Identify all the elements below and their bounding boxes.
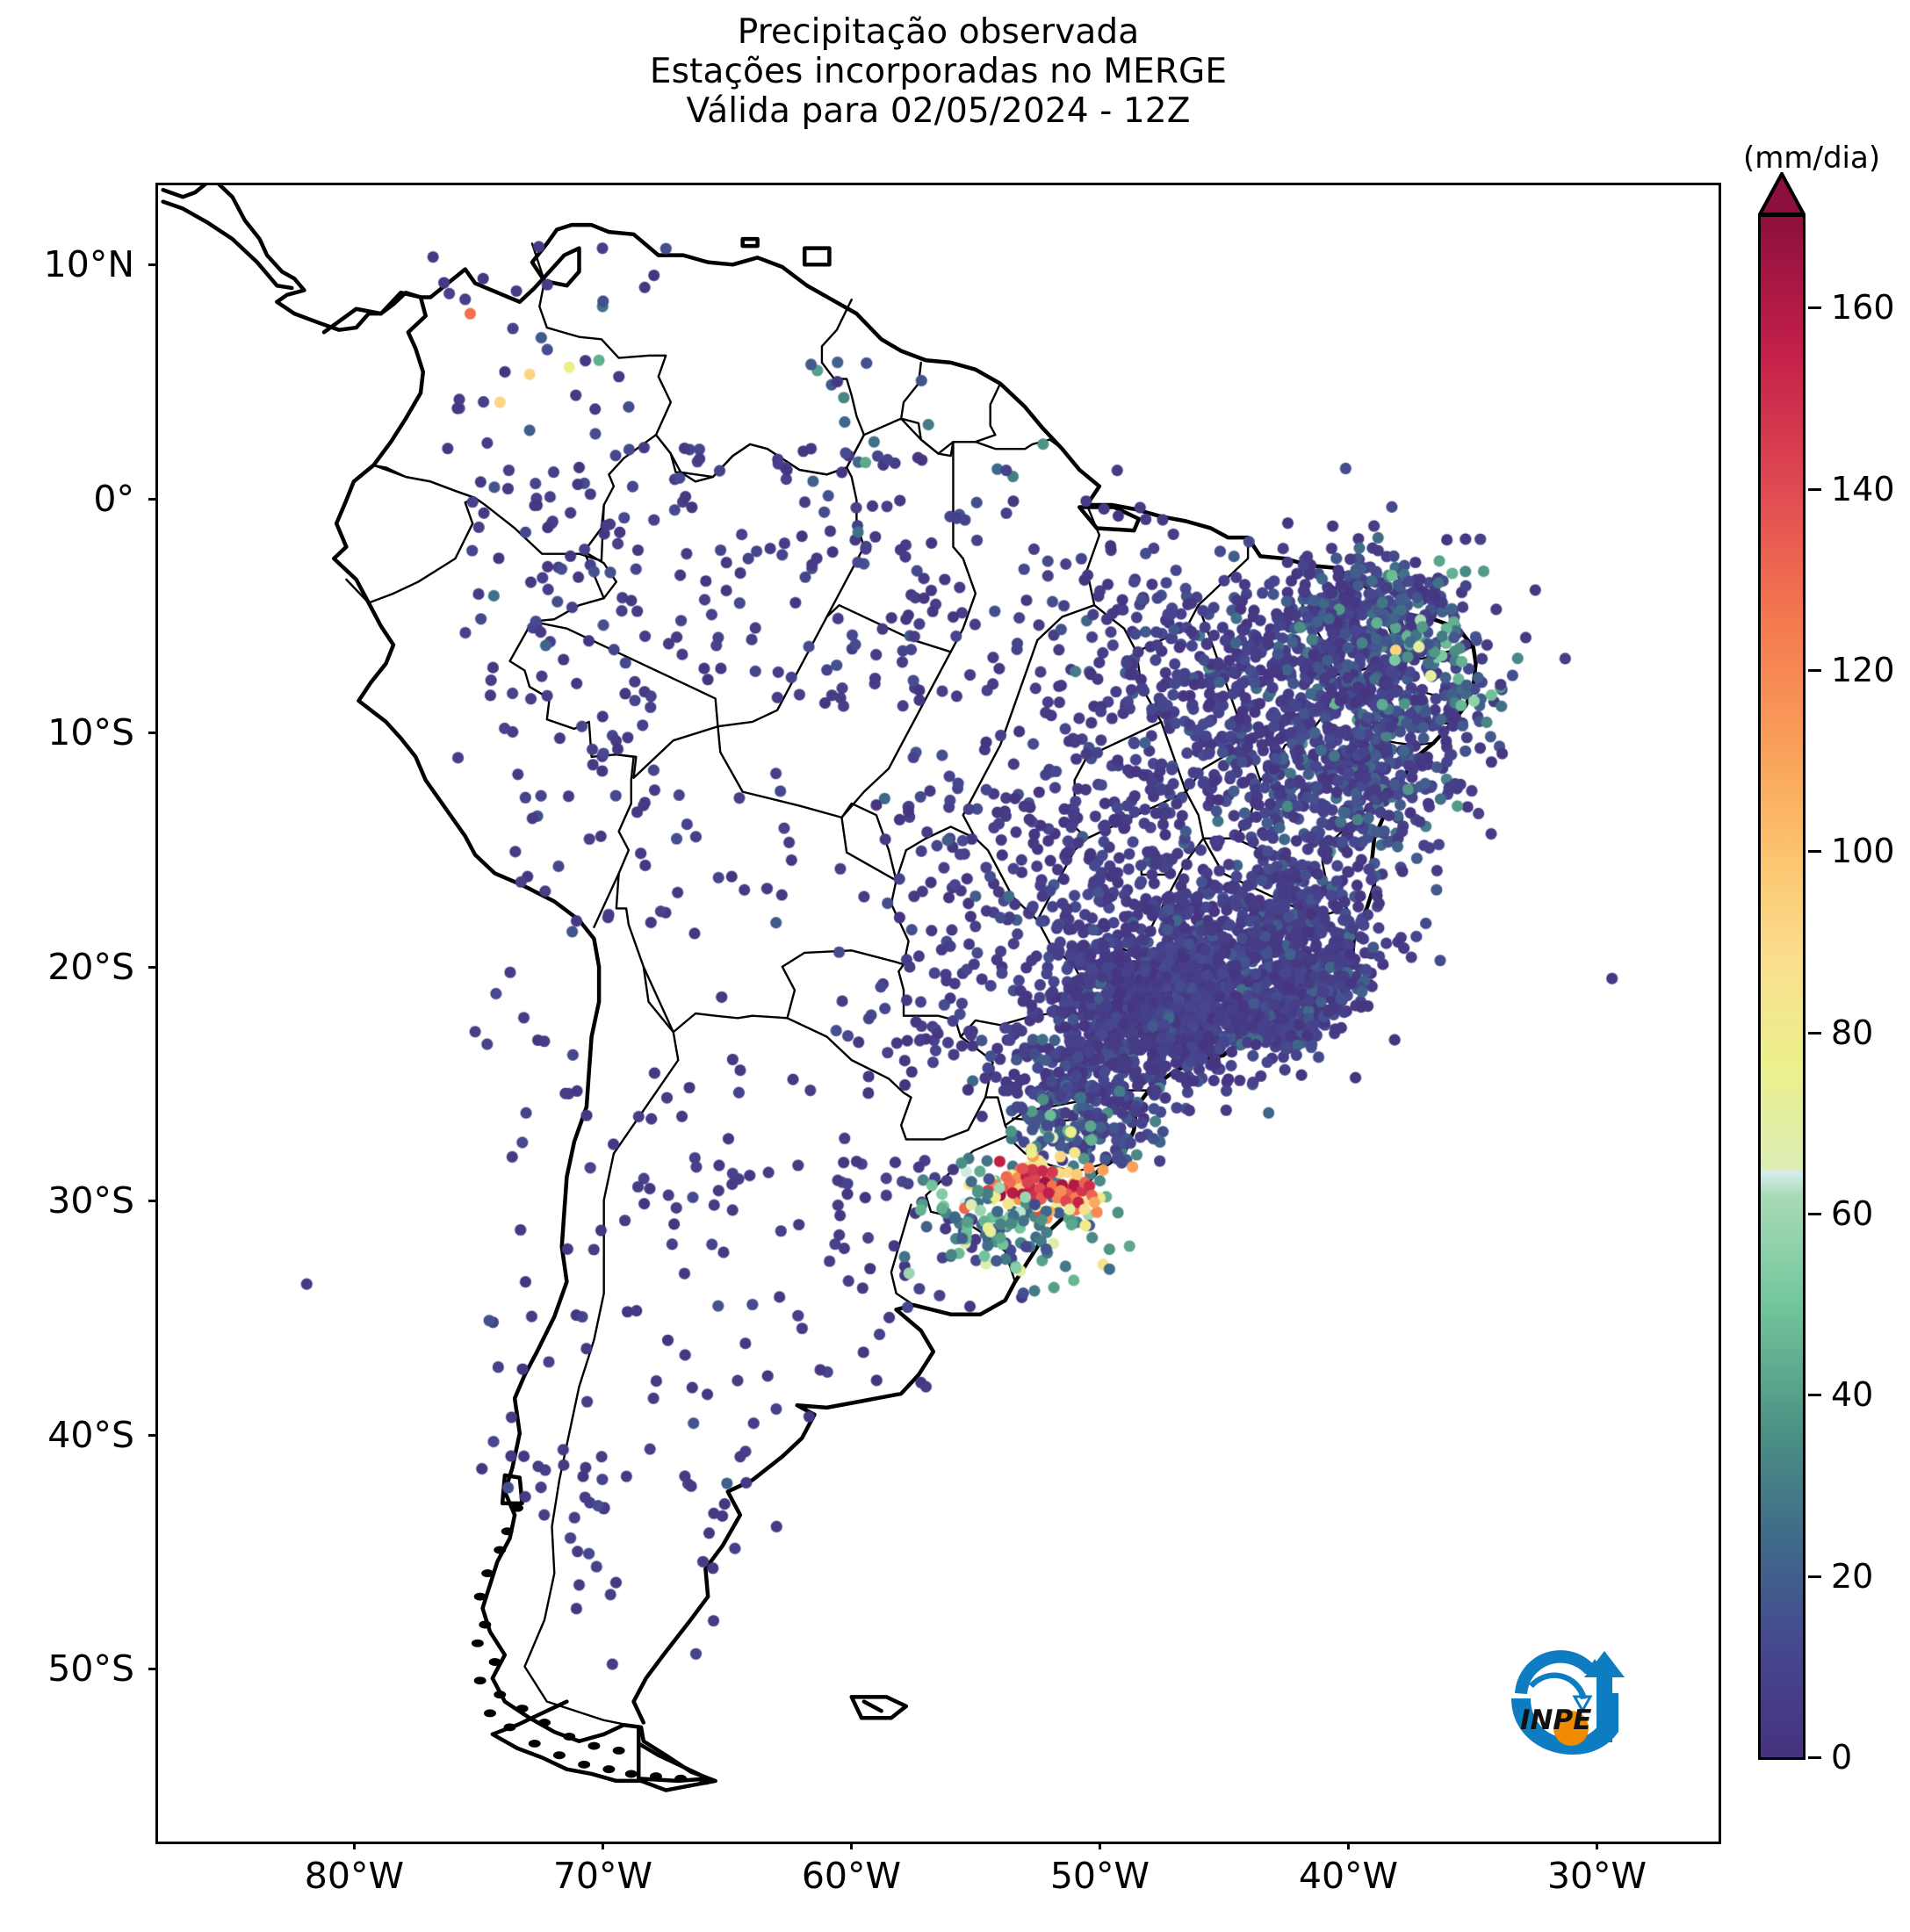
longitude-tick-label: 40°W — [1298, 1855, 1399, 1897]
colorbar-extend-arrow — [1758, 172, 1805, 216]
latitude-tick-label: 40°S — [47, 1413, 134, 1456]
colorbar-tick — [1808, 1212, 1821, 1215]
latitude-tick-label: 50°S — [47, 1647, 134, 1690]
colorbar-tick — [1808, 1575, 1821, 1578]
inpe-logo: INPE — [1511, 1650, 1625, 1755]
inpe-logo-text: INPE — [1520, 1705, 1591, 1736]
colorbar-tick-label: 100 — [1831, 832, 1895, 871]
longitude-tick-label: 30°W — [1546, 1855, 1647, 1897]
longitude-tick — [850, 1842, 854, 1849]
latitude-tick — [148, 1668, 156, 1671]
page-title: Precipitação observada Estações incorpor… — [155, 12, 1721, 131]
longitude-tick-label: 70°W — [552, 1855, 653, 1897]
longitude-tick-label: 80°W — [304, 1855, 405, 1897]
latitude-tick-label: 0° — [93, 477, 134, 520]
latitude-tick — [148, 1433, 156, 1437]
station-points-layer — [158, 185, 1719, 1842]
latitude-tick — [148, 263, 156, 267]
colorbar-tick-label: 60 — [1831, 1193, 1874, 1233]
latitude-tick — [148, 965, 156, 969]
latitude-tick-label: 10°S — [47, 711, 134, 754]
colorbar-tick-label: 20 — [1831, 1556, 1874, 1596]
colorbar-tick — [1808, 306, 1821, 310]
longitude-tick — [1099, 1842, 1102, 1849]
colorbar-tick-label: 120 — [1831, 650, 1895, 689]
colorbar-tick-label: 0 — [1831, 1738, 1853, 1777]
latitude-tick-label: 30°S — [47, 1179, 134, 1222]
latitude-tick — [148, 732, 156, 735]
longitude-tick — [1596, 1842, 1599, 1849]
longitude-tick-label: 50°W — [1049, 1855, 1150, 1897]
colorbar-tick-label: 140 — [1831, 469, 1895, 508]
colorbar-tick — [1808, 1756, 1821, 1759]
colorbar-tick — [1808, 1031, 1821, 1034]
colorbar-tick — [1808, 850, 1821, 854]
longitude-tick — [353, 1842, 357, 1849]
title-line-3: Válida para 02/05/2024 - 12Z — [686, 91, 1191, 131]
colorbar-tick-label: 40 — [1831, 1375, 1874, 1415]
longitude-tick-label: 60°W — [801, 1855, 902, 1897]
title-line-1: Precipitação observada — [737, 12, 1140, 52]
latitude-tick-label: 10°N — [43, 243, 134, 286]
colorbar-tick — [1808, 487, 1821, 491]
title-line-2: Estações incorporadas no MERGE — [649, 52, 1228, 91]
colorbar-gradient[interactable] — [1758, 214, 1805, 1760]
colorbar-tick-label: 160 — [1831, 288, 1895, 328]
colorbar-tick — [1808, 1394, 1821, 1397]
colorbar-tick-label: 80 — [1831, 1013, 1874, 1052]
colorbar-unit-label: (mm/dia) — [1743, 141, 1881, 176]
longitude-tick — [602, 1842, 605, 1849]
latitude-tick-label: 20°S — [47, 945, 134, 988]
colorbar-tick — [1808, 668, 1821, 672]
longitude-tick — [1347, 1842, 1351, 1849]
latitude-tick — [148, 1200, 156, 1203]
latitude-tick — [148, 497, 156, 501]
map-plot-area[interactable] — [155, 183, 1721, 1844]
